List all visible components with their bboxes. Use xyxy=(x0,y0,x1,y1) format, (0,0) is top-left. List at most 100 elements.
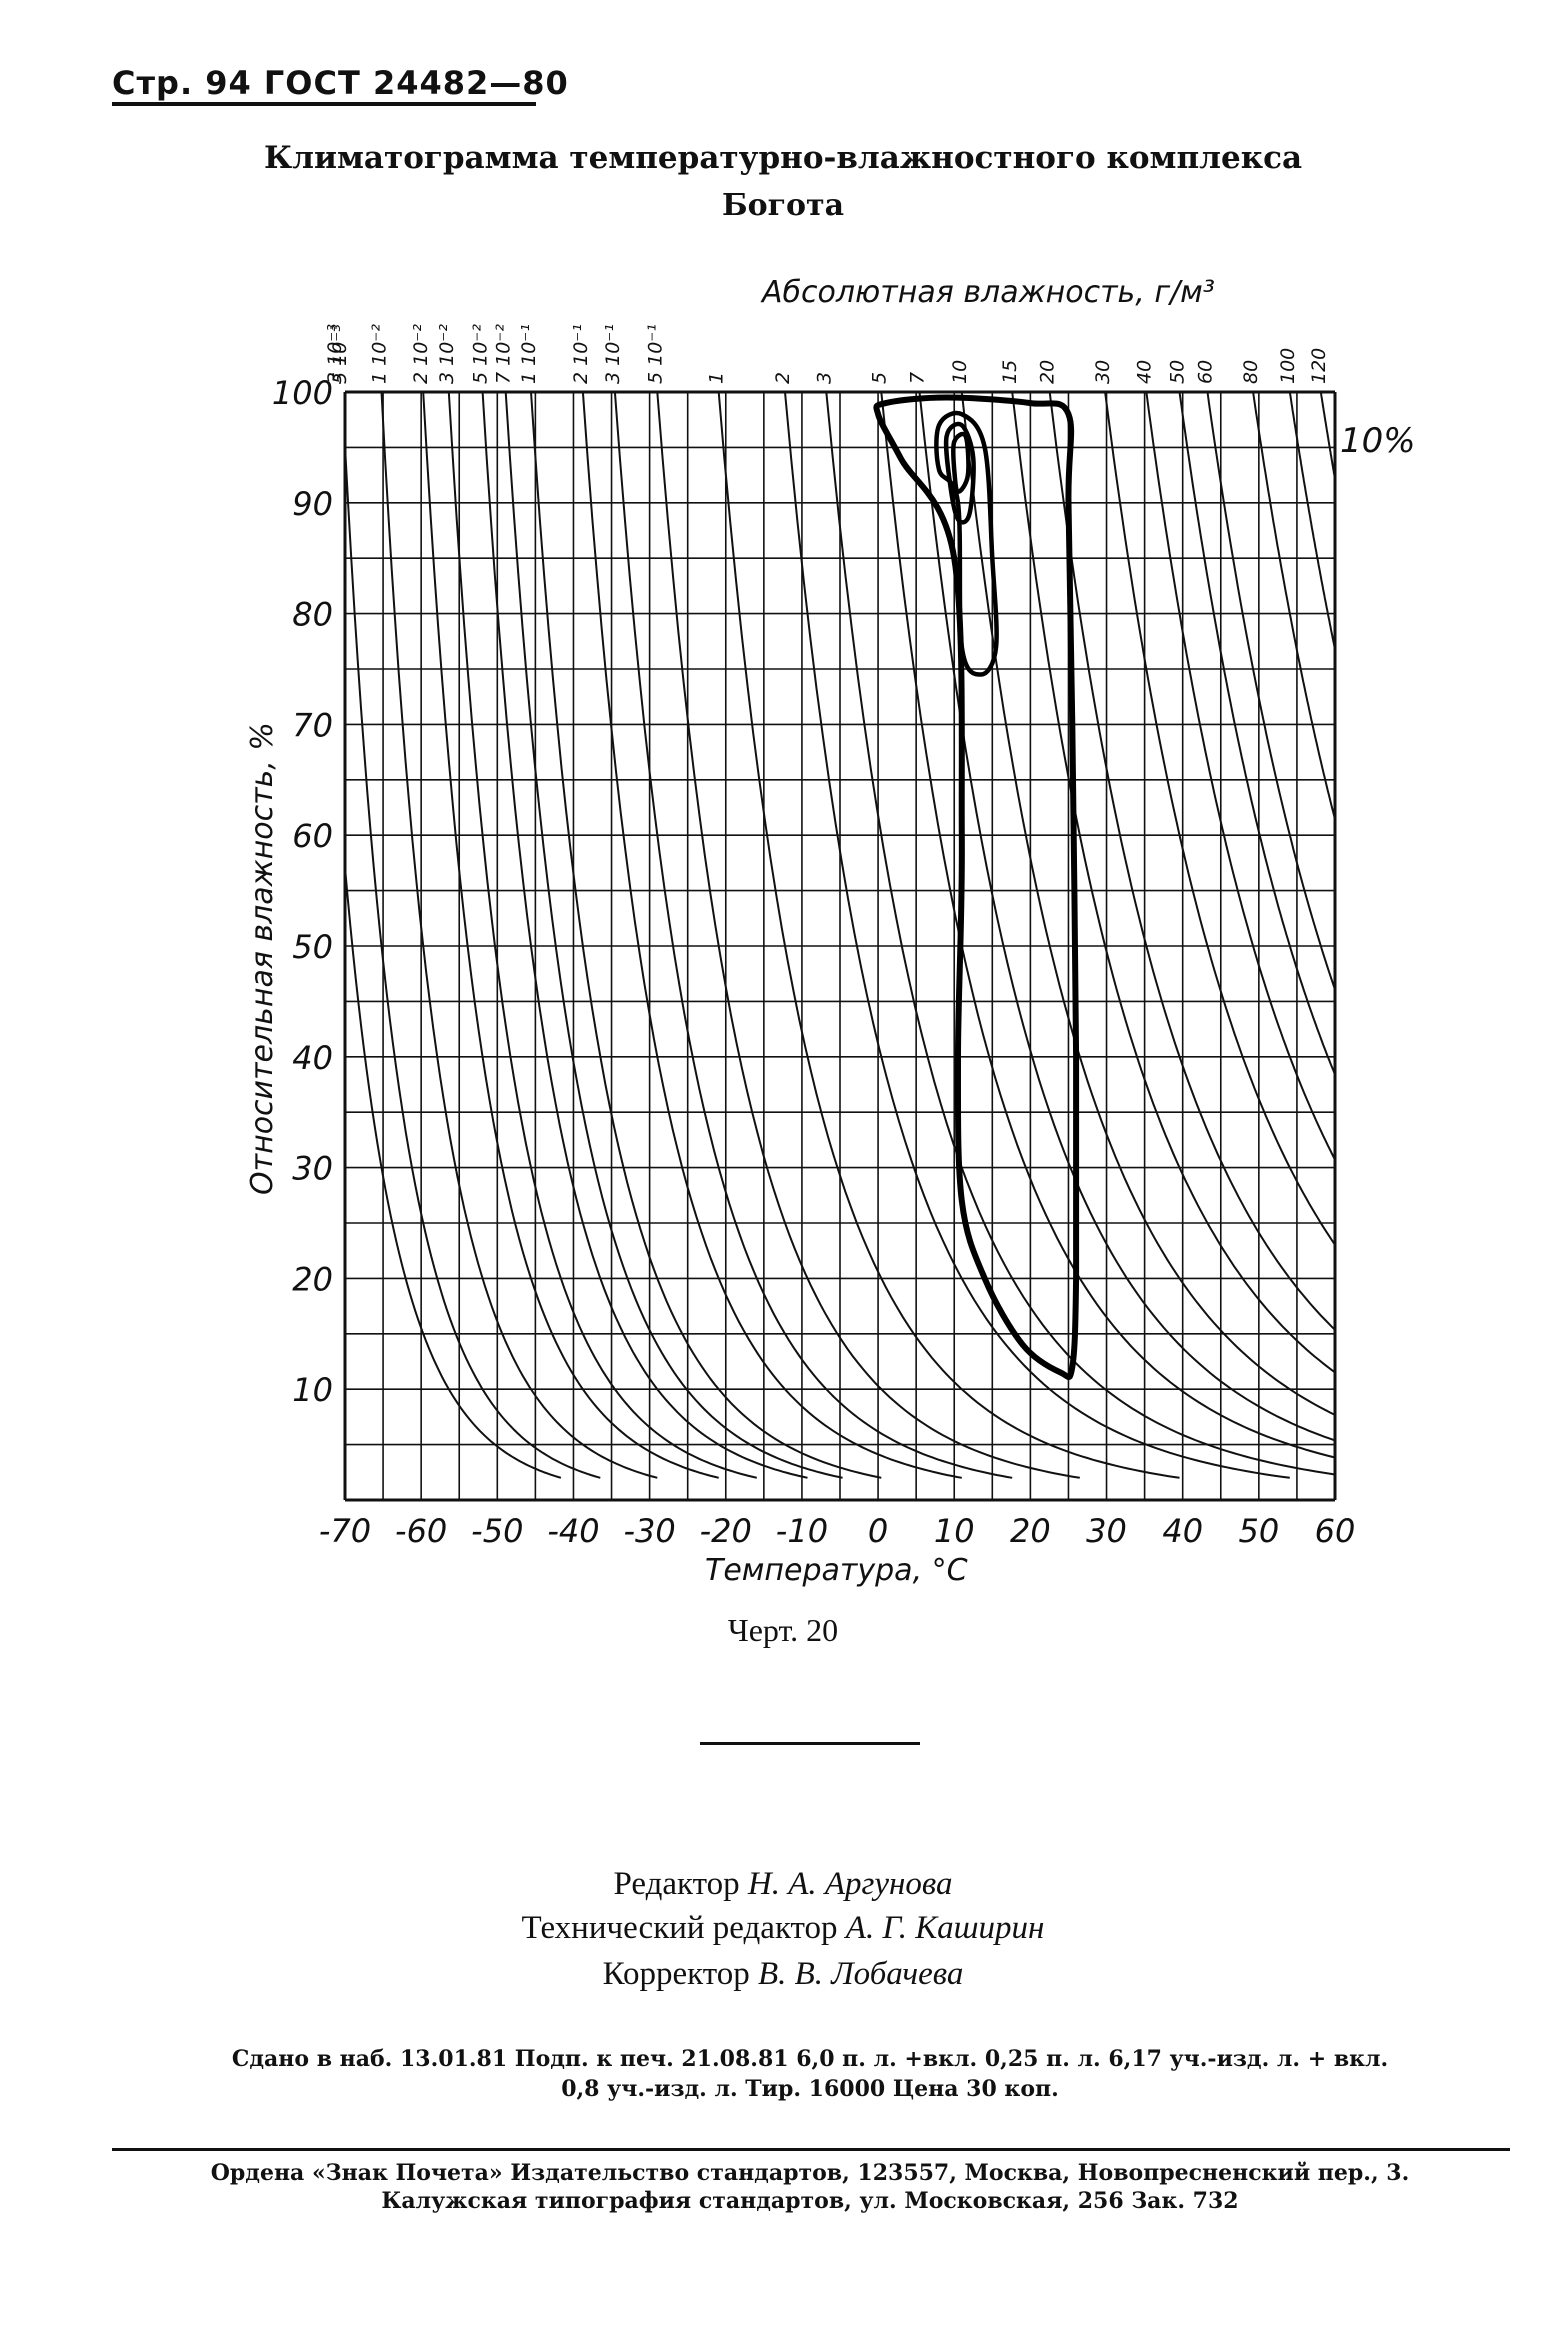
contour-inner xyxy=(943,421,976,525)
absolute-humidity-isoline xyxy=(581,391,962,1479)
credit-name: А. Г. Каширин xyxy=(845,1910,1045,1946)
page-header: Стр. 94 ГОСТ 24482—80 xyxy=(112,64,569,102)
separator-rule xyxy=(700,1742,920,1745)
contour-outer xyxy=(873,394,1080,1381)
absolute-humidity-isoline xyxy=(880,391,1336,1459)
isoline-label: 5 10⁻² xyxy=(470,324,492,384)
imprint-line-1: Сдано в наб. 13.01.81 Подп. к печ. 21.08… xyxy=(231,2046,1389,2072)
absolute-humidity-isoline xyxy=(717,391,1180,1479)
isoline-label: 1 10⁻² xyxy=(368,324,390,384)
absolute-humidity-isoline xyxy=(422,391,719,1479)
x-tick-label: -30 xyxy=(623,1512,675,1550)
x-tick-label: -40 xyxy=(547,1512,599,1550)
y-tick-label: 10 xyxy=(292,1371,333,1409)
y-tick-label: 50 xyxy=(292,928,333,966)
chart-subtitle: Богота xyxy=(721,188,845,223)
y-tick-label: 20 xyxy=(292,1260,333,1298)
absolute-humidity-isoline xyxy=(380,391,658,1479)
y-tick-label: 40 xyxy=(292,1039,333,1077)
x-tick-label: -60 xyxy=(395,1512,447,1550)
isoline-label: 60 xyxy=(1194,360,1216,384)
x-tick-label: 30 xyxy=(1086,1512,1127,1550)
absolute-humidity-isoline xyxy=(1252,391,1336,820)
credit-role: Корректор xyxy=(602,1956,750,1992)
absolute-humidity-isoline xyxy=(1319,391,1336,480)
absolute-humidity-isoline xyxy=(656,391,1080,1479)
y-tick-label: 80 xyxy=(292,596,333,634)
absolute-humidity-isoline xyxy=(1288,391,1336,650)
x-tick-label: 50 xyxy=(1238,1512,1279,1550)
isoline-label: 15 xyxy=(999,360,1021,384)
credit-role: Редактор xyxy=(613,1866,740,1902)
grid xyxy=(343,390,1337,1502)
y-tick-label: 70 xyxy=(292,706,333,744)
absolute-humidity-isoline xyxy=(481,391,808,1479)
x-axis-label: Температура, °C xyxy=(705,1553,968,1588)
isoline-label: 2 10⁻¹ xyxy=(570,324,592,384)
absolute-humidity-isoline xyxy=(918,391,1336,1442)
credit-role: Технический редактор xyxy=(521,1910,838,1946)
y-tick-label: 30 xyxy=(292,1150,333,1188)
x-tick-label: 10 xyxy=(934,1512,975,1550)
isoline-label: 3 10⁻² xyxy=(436,324,458,384)
imprint-line-4: Калужская типография стандартов, ул. Мос… xyxy=(381,2188,1239,2214)
axis-labels: 3 10⁻³5 10⁻³ 1 10⁻² 2 10⁻² 3 10⁻² 5 10⁻² 7 10… xyxy=(272,324,1355,1550)
isoline-label: 50 xyxy=(1167,360,1189,384)
absolute-humidity-isoline xyxy=(1048,391,1336,1331)
isoline-label: 7 xyxy=(906,372,928,384)
isoline-label: 120 xyxy=(1308,348,1330,384)
chart-title: Климатограмма температурно-влажностного … xyxy=(263,140,1303,176)
x-tick-label: -70 xyxy=(319,1512,371,1550)
imprint-line-3: Ордена «Знак Почета» Издательство станда… xyxy=(210,2160,1410,2186)
contour-annotation: 10% xyxy=(1340,421,1416,461)
isoline-label: 5 10⁻¹ xyxy=(644,324,666,384)
contour-inner xyxy=(950,431,971,494)
y-tick-label: 90 xyxy=(292,485,333,523)
y-tick-label: 60 xyxy=(292,817,333,855)
isoline-label: 10 xyxy=(949,360,971,384)
x-tick-label: -20 xyxy=(700,1512,752,1550)
y-tick-label: 100 xyxy=(272,374,333,412)
isolines xyxy=(344,391,1336,1479)
header-rule xyxy=(112,102,536,106)
absolute-humidity-isoline xyxy=(613,391,1013,1479)
isoline-label: 2 10⁻² xyxy=(410,324,432,384)
isoline-label: 80 xyxy=(1240,360,1262,384)
isoline-label: 20 xyxy=(1037,360,1059,384)
climatogram-chart: 3 10⁻³5 10⁻³ 1 10⁻² 2 10⁻² 3 10⁻² 5 10⁻² 7 10… xyxy=(245,275,1416,1588)
x-tick-label: 40 xyxy=(1162,1512,1203,1550)
absolute-humidity-isoline xyxy=(530,391,882,1479)
absolute-humidity-isoline xyxy=(344,867,562,1479)
x-tick-label: -50 xyxy=(471,1512,523,1550)
absolute-humidity-isoline xyxy=(1206,391,1336,990)
isoline-label: 40 xyxy=(1133,360,1155,384)
x-tick-label: 0 xyxy=(868,1512,888,1550)
isoline-label: 3 xyxy=(813,372,835,384)
isoline-label: 100 xyxy=(1277,348,1299,384)
isoline-label: 1 10⁻¹ xyxy=(518,324,540,384)
isoline-label: 7 10⁻² xyxy=(493,324,515,384)
x-tick-label: -10 xyxy=(776,1512,828,1550)
absolute-humidity-isoline xyxy=(1145,391,1336,1161)
absolute-humidity-isoline xyxy=(447,391,758,1479)
absolute-humidity-isoline xyxy=(960,391,1336,1416)
imprint-line-2: 0,8 уч.-изд. л. Тир. 16000 Цена 30 коп. xyxy=(561,2076,1059,2102)
x-tick-label: 20 xyxy=(1010,1512,1051,1550)
isoline-label: 2 xyxy=(772,372,794,384)
y-axis-label: Относительная влажность, % xyxy=(245,722,280,1195)
top-axis-label: Абсолютная влажность, г/м³ xyxy=(760,275,1215,310)
credit-editor: Редактор Н. А. Аргунова xyxy=(0,1862,1566,1906)
credit-name: В. В. Лобачева xyxy=(757,1956,964,1992)
contours xyxy=(873,394,1080,1381)
absolute-humidity-isoline xyxy=(344,445,601,1479)
absolute-humidity-isoline xyxy=(784,391,1290,1479)
isoline-label: 3 10⁻³ xyxy=(324,324,346,384)
figure-caption: Черт. 20 xyxy=(727,1612,839,1648)
isoline-label: 30 xyxy=(1092,360,1114,384)
isoline-label: 3 10⁻¹ xyxy=(602,324,624,384)
absolute-humidity-isoline xyxy=(1011,391,1336,1374)
credit-tech-editor: Технический редактор А. Г. Каширин xyxy=(0,1906,1566,1950)
absolute-humidity-isoline xyxy=(1178,391,1336,1075)
isoline-label: 5 xyxy=(868,372,890,384)
isoline-label: 5 10⁻³ xyxy=(329,324,351,384)
